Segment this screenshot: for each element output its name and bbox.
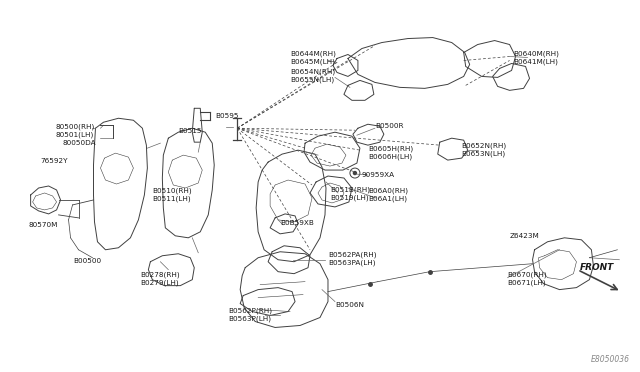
Text: 76592Y: 76592Y xyxy=(40,158,68,164)
Text: B00500: B00500 xyxy=(74,258,102,264)
Text: 80500(RH)
80501(LH): 80500(RH) 80501(LH) xyxy=(56,123,95,138)
Text: E8050036: E8050036 xyxy=(590,355,629,364)
Text: B0510(RH)
B0511(LH): B0510(RH) B0511(LH) xyxy=(152,188,192,202)
Text: B0595: B0595 xyxy=(215,113,239,119)
Text: B0644M(RH)
B0645M(LH): B0644M(RH) B0645M(LH) xyxy=(290,51,336,65)
Text: B0654N(RH)
B0655N(LH): B0654N(RH) B0655N(LH) xyxy=(290,68,335,83)
Text: B0500R: B0500R xyxy=(375,123,403,129)
Text: B0562PA(RH)
B0563PA(LH): B0562PA(RH) B0563PA(LH) xyxy=(328,252,376,266)
Text: B0652N(RH)
B0653N(LH): B0652N(RH) B0653N(LH) xyxy=(461,142,507,157)
Text: Z6423M: Z6423M xyxy=(509,233,540,239)
Text: B0B59XB: B0B59XB xyxy=(280,220,314,226)
Text: 90959XA: 90959XA xyxy=(362,172,395,178)
Text: B0640M(RH)
B0641M(LH): B0640M(RH) B0641M(LH) xyxy=(513,51,559,65)
Text: FRONT: FRONT xyxy=(579,263,614,272)
Text: B0605H(RH)
B0606H(LH): B0605H(RH) B0606H(LH) xyxy=(368,145,413,160)
Text: B0515: B0515 xyxy=(179,128,202,134)
Text: B0278(RH)
B0279(LH): B0278(RH) B0279(LH) xyxy=(140,272,180,286)
Text: B051B(RH)
B0519(LH): B051B(RH) B0519(LH) xyxy=(330,186,370,201)
Text: B0506N: B0506N xyxy=(335,302,364,308)
Text: B06A0(RH)
B06A1(LH): B06A0(RH) B06A1(LH) xyxy=(368,188,408,202)
Text: B0562P(RH)
B0563P(LH): B0562P(RH) B0563P(LH) xyxy=(228,308,272,322)
Text: 80050DA: 80050DA xyxy=(63,140,96,146)
Circle shape xyxy=(353,171,356,174)
Text: 80570M: 80570M xyxy=(29,222,58,228)
Text: B0670(RH)
B0671(LH): B0670(RH) B0671(LH) xyxy=(508,272,547,286)
